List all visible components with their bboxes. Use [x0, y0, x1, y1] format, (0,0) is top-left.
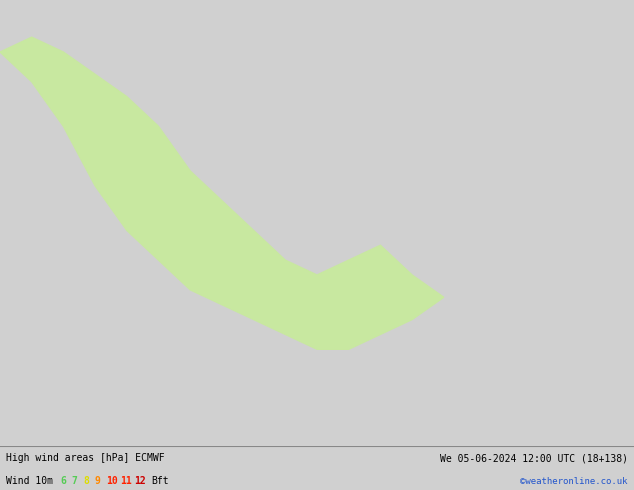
Text: Wind 10m: Wind 10m — [6, 476, 53, 486]
Text: We 05-06-2024 12:00 UTC (18+138): We 05-06-2024 12:00 UTC (18+138) — [439, 453, 628, 463]
Text: 9: 9 — [94, 476, 100, 486]
Text: High wind areas [hPa] ECMWF: High wind areas [hPa] ECMWF — [6, 453, 165, 463]
Text: 12: 12 — [134, 476, 146, 486]
Text: ©weatheronline.co.uk: ©weatheronline.co.uk — [520, 477, 628, 486]
Text: 6: 6 — [60, 476, 66, 486]
Text: 10: 10 — [106, 476, 118, 486]
Text: Bft: Bft — [151, 476, 169, 486]
Text: 7: 7 — [72, 476, 77, 486]
Polygon shape — [0, 37, 444, 349]
Text: 8: 8 — [83, 476, 89, 486]
Text: 11: 11 — [120, 476, 132, 486]
